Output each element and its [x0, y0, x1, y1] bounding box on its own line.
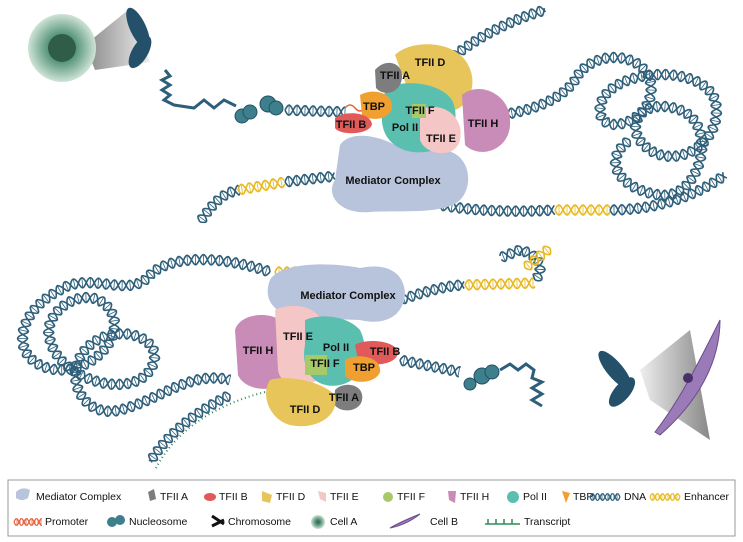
chromosome	[126, 7, 152, 69]
legend-label: Nucleosome	[129, 516, 188, 528]
legend-label: Transcript	[524, 516, 570, 528]
helix	[649, 493, 681, 501]
legend-label: TFII D	[276, 491, 306, 503]
label: Mediator Complex	[345, 175, 441, 187]
top-complex: TFII A TFII D TBP TFII F TFII B Pol II T…	[331, 44, 511, 213]
label: TFII F	[405, 105, 435, 117]
helix	[399, 355, 462, 378]
label: TBP	[353, 362, 375, 374]
label: TFII A	[380, 70, 410, 82]
legend: Mediator Complex TFII A TFII B TFII D TF…	[7, 479, 736, 537]
legend-label: TFII B	[219, 491, 248, 503]
label: TFII A	[329, 392, 359, 404]
helix	[284, 170, 336, 188]
helix	[399, 279, 465, 305]
bottom-complex: Mediator Complex TFII E TFII H Pol II TF…	[235, 264, 405, 427]
legend-label: TFII A	[160, 491, 188, 503]
nucleosome	[234, 95, 500, 391]
label: TFII D	[415, 57, 446, 69]
label: TFII H	[243, 345, 274, 357]
helix	[439, 199, 556, 218]
legend-label: Promoter	[45, 516, 89, 528]
legend-label: Cell A	[330, 516, 357, 528]
chromosome	[598, 350, 636, 407]
legend-label: Pol II	[523, 491, 547, 503]
label: TFII B	[336, 119, 367, 131]
legend-label: Chromosome	[228, 516, 291, 528]
legend-label: Enhancer	[684, 491, 729, 503]
helix	[499, 51, 723, 202]
legend-label: TFII H	[460, 491, 489, 503]
helix	[523, 245, 552, 271]
legend-label: TBP	[573, 491, 593, 503]
label: TFII E	[283, 331, 313, 343]
label: TFII B	[370, 346, 401, 358]
legend-label: TFII F	[397, 491, 425, 503]
helix	[499, 245, 546, 282]
label: TFII F	[310, 358, 340, 370]
label: TFII E	[426, 133, 456, 145]
label: TFII D	[290, 404, 321, 416]
chromatin-fiber	[158, 69, 237, 110]
label: TFII H	[468, 118, 499, 130]
legend-label: TFII E	[330, 491, 359, 503]
legend-label: DNA	[624, 491, 646, 503]
helix	[589, 493, 621, 501]
cell-b	[640, 319, 721, 440]
chromatin-fiber	[499, 362, 546, 408]
label: TBP	[363, 101, 385, 113]
helix	[237, 176, 286, 196]
label: Pol II	[323, 342, 349, 354]
transcript	[154, 391, 266, 471]
label: Mediator Complex	[300, 290, 396, 302]
helix	[147, 391, 231, 463]
legend-box	[7, 479, 736, 537]
helix	[464, 277, 536, 291]
helix	[284, 104, 346, 118]
helix	[13, 518, 42, 526]
helix	[16, 253, 271, 418]
label: Pol II	[392, 122, 418, 134]
helix	[197, 184, 241, 224]
legend-label: Mediator Complex	[36, 491, 122, 503]
helix	[609, 172, 728, 216]
legend-label: Cell B	[430, 516, 458, 528]
helix	[554, 204, 611, 216]
